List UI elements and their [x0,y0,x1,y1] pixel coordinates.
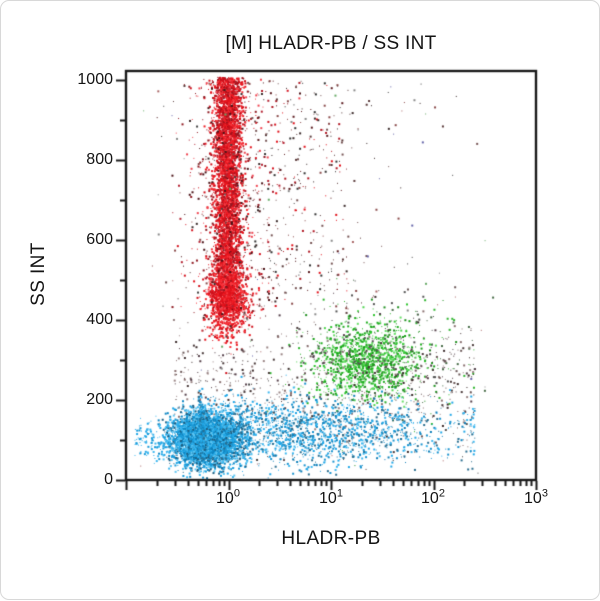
y-tick-label-400: 400 [61,311,113,328]
x-axis-label: HLADR-PB [126,528,536,550]
x-tick-label-1e0: 100 [204,490,252,508]
y-axis-label: SS INT [28,242,50,306]
x-tick-label-1e2: 102 [409,490,457,508]
y-tick-label-0: 0 [61,471,113,488]
y-tick-label-1000: 1000 [61,71,113,88]
y-axis-label-text: SS INT [28,242,49,306]
y-tick-label-800: 800 [61,151,113,168]
y-tick-label-200: 200 [61,391,113,408]
chart-title: [M] HLADR-PB / SS INT [116,33,546,55]
x-tick-label-1e3: 103 [512,490,560,508]
y-tick-label-600: 600 [61,231,113,248]
x-tick-label-1e1: 101 [307,490,355,508]
